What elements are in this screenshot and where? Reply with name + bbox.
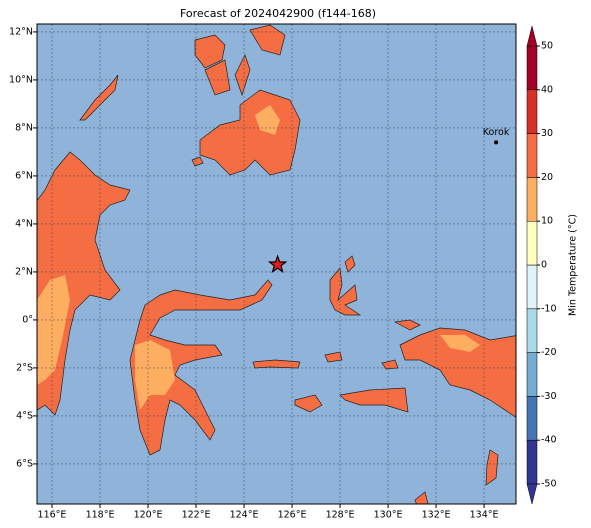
tanimbar bbox=[414, 491, 429, 504]
x-tick-label: 116°E bbox=[38, 510, 67, 521]
borneo bbox=[37, 151, 131, 416]
colorbar-tick-label: 10 bbox=[541, 216, 553, 227]
obi bbox=[324, 351, 343, 363]
colorbar-band bbox=[526, 308, 538, 353]
mindanao-warm bbox=[255, 105, 280, 135]
colorbar-band bbox=[526, 352, 538, 397]
colorbar-extend-bottom bbox=[526, 483, 538, 505]
colorbar-tick-label: -30 bbox=[541, 391, 557, 402]
sulawesi-warm bbox=[135, 340, 175, 410]
y-tick-label: 2°S bbox=[16, 362, 33, 373]
colorbar-band bbox=[526, 45, 538, 91]
city-label: Korok bbox=[483, 127, 510, 138]
city-dot bbox=[494, 140, 499, 145]
x-tick-label: 120°E bbox=[134, 510, 163, 521]
colorbar-tick-label: -50 bbox=[541, 479, 557, 490]
x-tick-label: 124°E bbox=[230, 510, 259, 521]
morotai bbox=[344, 255, 356, 273]
colorbar-tick-label: 40 bbox=[541, 84, 553, 95]
y-tick-label: 12°N bbox=[9, 26, 33, 37]
land bbox=[37, 24, 516, 504]
x-tick-label: 130°E bbox=[374, 510, 403, 521]
colorbar-band bbox=[526, 133, 538, 178]
sula bbox=[252, 359, 301, 369]
y-tick-label: 8°N bbox=[15, 122, 33, 133]
y-tick-label: 2°N bbox=[15, 266, 33, 277]
colorbar-tick-label: 0 bbox=[541, 260, 547, 271]
x-tick-label: 132°E bbox=[422, 510, 451, 521]
colorbar-band bbox=[526, 396, 538, 441]
new-guinea-warm bbox=[440, 335, 480, 352]
small-isle bbox=[191, 156, 204, 167]
colorbar-band bbox=[526, 89, 538, 134]
colorbar-tick-label: -40 bbox=[541, 435, 557, 446]
axes: 116°E 118°E 120°E 122°E 124°E 126°E 128°E 130°E… bbox=[9, 24, 516, 521]
x-tick-label: 122°E bbox=[182, 510, 211, 521]
y-tick-label: 4°N bbox=[15, 218, 33, 229]
samar bbox=[249, 24, 286, 56]
mindanao bbox=[199, 89, 301, 176]
colorbar-band bbox=[526, 177, 538, 222]
colorbar-label: Min Temperature (°C) bbox=[568, 214, 579, 316]
halmahera bbox=[329, 267, 362, 316]
colorbar-band bbox=[526, 439, 538, 485]
y-tick-label: 4°S bbox=[16, 410, 33, 421]
location-star bbox=[267, 254, 288, 274]
borneo-warm bbox=[37, 275, 70, 385]
map-title: Forecast of 2024042900 (f144-168) bbox=[180, 7, 376, 20]
buru bbox=[294, 394, 323, 413]
y-tick-label: 6°S bbox=[16, 458, 33, 469]
bohol bbox=[234, 54, 251, 97]
y-tick-label: 0° bbox=[22, 314, 33, 325]
plot-frame bbox=[36, 23, 517, 505]
x-tick-label: 118°E bbox=[86, 510, 115, 521]
aru bbox=[485, 449, 499, 486]
colorbar-tick-label: -10 bbox=[541, 303, 557, 314]
palawan bbox=[79, 74, 119, 121]
colorbar-band bbox=[526, 220, 538, 266]
colorbar-extend-top bbox=[526, 25, 538, 47]
seram bbox=[339, 387, 409, 413]
x-tick-label: 128°E bbox=[326, 510, 355, 521]
colorbar-tick-label: 20 bbox=[541, 172, 553, 183]
colorbar-band bbox=[526, 264, 538, 310]
colorbar-tick-label: 30 bbox=[541, 128, 553, 139]
waigeo bbox=[393, 319, 421, 331]
colorbar-tick-label: -20 bbox=[541, 347, 557, 358]
sulawesi bbox=[129, 279, 273, 456]
negros bbox=[204, 59, 231, 96]
colorbar-tick-label: 50 bbox=[541, 41, 553, 52]
y-tick-label: 6°N bbox=[15, 170, 33, 181]
y-tick-label: 10°N bbox=[9, 74, 33, 85]
x-tick-label: 126°E bbox=[278, 510, 307, 521]
visayas bbox=[194, 34, 226, 69]
new-guinea bbox=[399, 327, 516, 418]
x-tick-label: 134°E bbox=[470, 510, 499, 521]
